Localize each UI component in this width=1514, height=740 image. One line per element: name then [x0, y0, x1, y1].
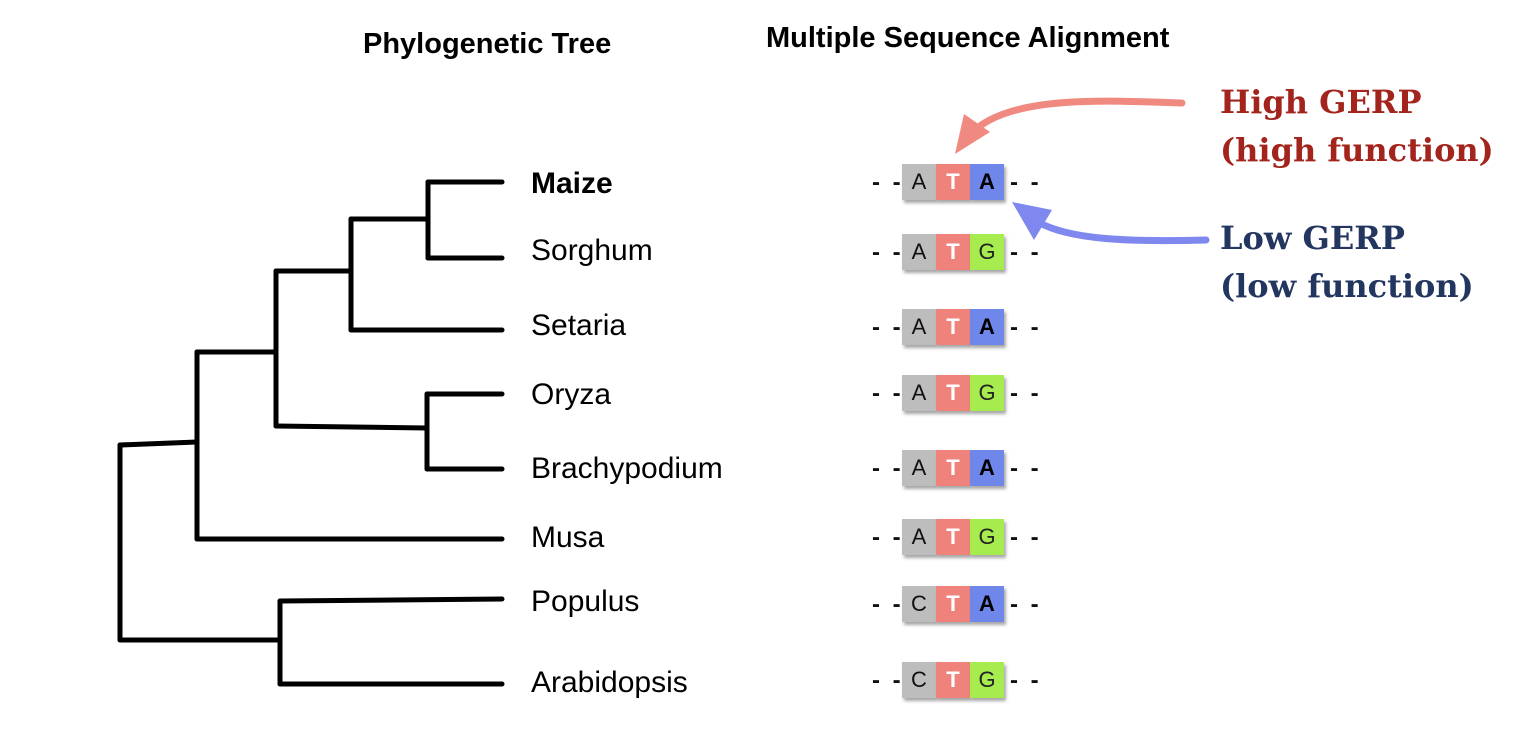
species-label: Populus — [531, 585, 640, 618]
base-cell: A — [970, 309, 1004, 345]
base-cell: T — [936, 309, 970, 345]
high-gerp-subtitle: (high function) — [1220, 131, 1494, 169]
gap-flank: - - — [1010, 169, 1042, 196]
low-gerp-subtitle: (low function) — [1220, 267, 1474, 305]
gap-flank: - - — [1010, 524, 1042, 551]
base-cell: A — [902, 164, 936, 200]
base-cell: A — [902, 450, 936, 486]
gap-flank: - - — [1010, 380, 1042, 407]
base-cell: A — [970, 586, 1004, 622]
high-gerp-arrowhead — [955, 114, 990, 154]
alignment-row: - - A T G - - — [872, 519, 1047, 557]
tree-title: Phylogenetic Tree — [363, 28, 612, 60]
high-gerp-arrow — [976, 97, 1186, 130]
base-cell: T — [936, 586, 970, 622]
alignment-row: - - A T G - - — [872, 234, 1047, 272]
base-cell: G — [970, 234, 1004, 270]
base-cell: C — [902, 662, 936, 698]
gap-flank: - - — [872, 591, 904, 618]
species-label: Setaria — [531, 309, 627, 342]
low-gerp-arrowhead — [1012, 202, 1052, 240]
low-gerp-callout: Low GERP (low function) — [1220, 214, 1474, 310]
species-label: Oryza — [531, 378, 612, 411]
gap-flank: - - — [872, 239, 904, 266]
base-cell: A — [970, 164, 1004, 200]
alignment-row: - - A T G - - — [872, 375, 1047, 413]
base-cell: G — [970, 519, 1004, 555]
gap-flank: - - — [872, 667, 904, 694]
species-label: Brachypodium — [531, 452, 723, 485]
alignment-row: - - A T A - - — [872, 309, 1047, 347]
gap-flank: - - — [872, 455, 904, 482]
base-cell: T — [936, 164, 970, 200]
alignment-row: - - C T G - - — [872, 662, 1047, 700]
species-label: Musa — [531, 521, 605, 554]
gap-flank: - - — [872, 169, 904, 196]
base-cell: T — [936, 450, 970, 486]
base-cell: A — [970, 450, 1004, 486]
gap-flank: - - — [872, 524, 904, 551]
gap-flank: - - — [1010, 591, 1042, 618]
alignment-row: - - A T A - - — [872, 164, 1047, 202]
high-gerp-callout: High GERP (high function) — [1220, 78, 1494, 174]
species-label: Arabidopsis — [531, 666, 688, 699]
gap-flank: - - — [1010, 667, 1042, 694]
alignment-row: - - A T A - - — [872, 450, 1047, 488]
base-cell: G — [970, 662, 1004, 698]
base-cell: T — [936, 662, 970, 698]
gap-flank: - - — [872, 380, 904, 407]
base-cell: T — [936, 234, 970, 270]
base-cell: T — [936, 375, 970, 411]
gap-flank: - - — [1010, 314, 1042, 341]
alignment-title: Multiple Sequence Alignment — [766, 22, 1170, 54]
low-gerp-title: Low GERP — [1220, 219, 1405, 257]
base-cell: G — [970, 375, 1004, 411]
base-cell: A — [902, 375, 936, 411]
species-label: Sorghum — [531, 234, 653, 267]
base-cell: A — [902, 234, 936, 270]
base-cell: C — [902, 586, 936, 622]
gap-flank: - - — [1010, 455, 1042, 482]
low-gerp-arrow — [1034, 218, 1210, 245]
base-cell: A — [902, 519, 936, 555]
high-gerp-title: High GERP — [1220, 83, 1422, 121]
gap-flank: - - — [872, 314, 904, 341]
base-cell: T — [936, 519, 970, 555]
base-cell: A — [902, 309, 936, 345]
species-label: Maize — [531, 167, 613, 200]
alignment-row: - - C T A - - — [872, 586, 1047, 624]
gap-flank: - - — [1010, 239, 1042, 266]
